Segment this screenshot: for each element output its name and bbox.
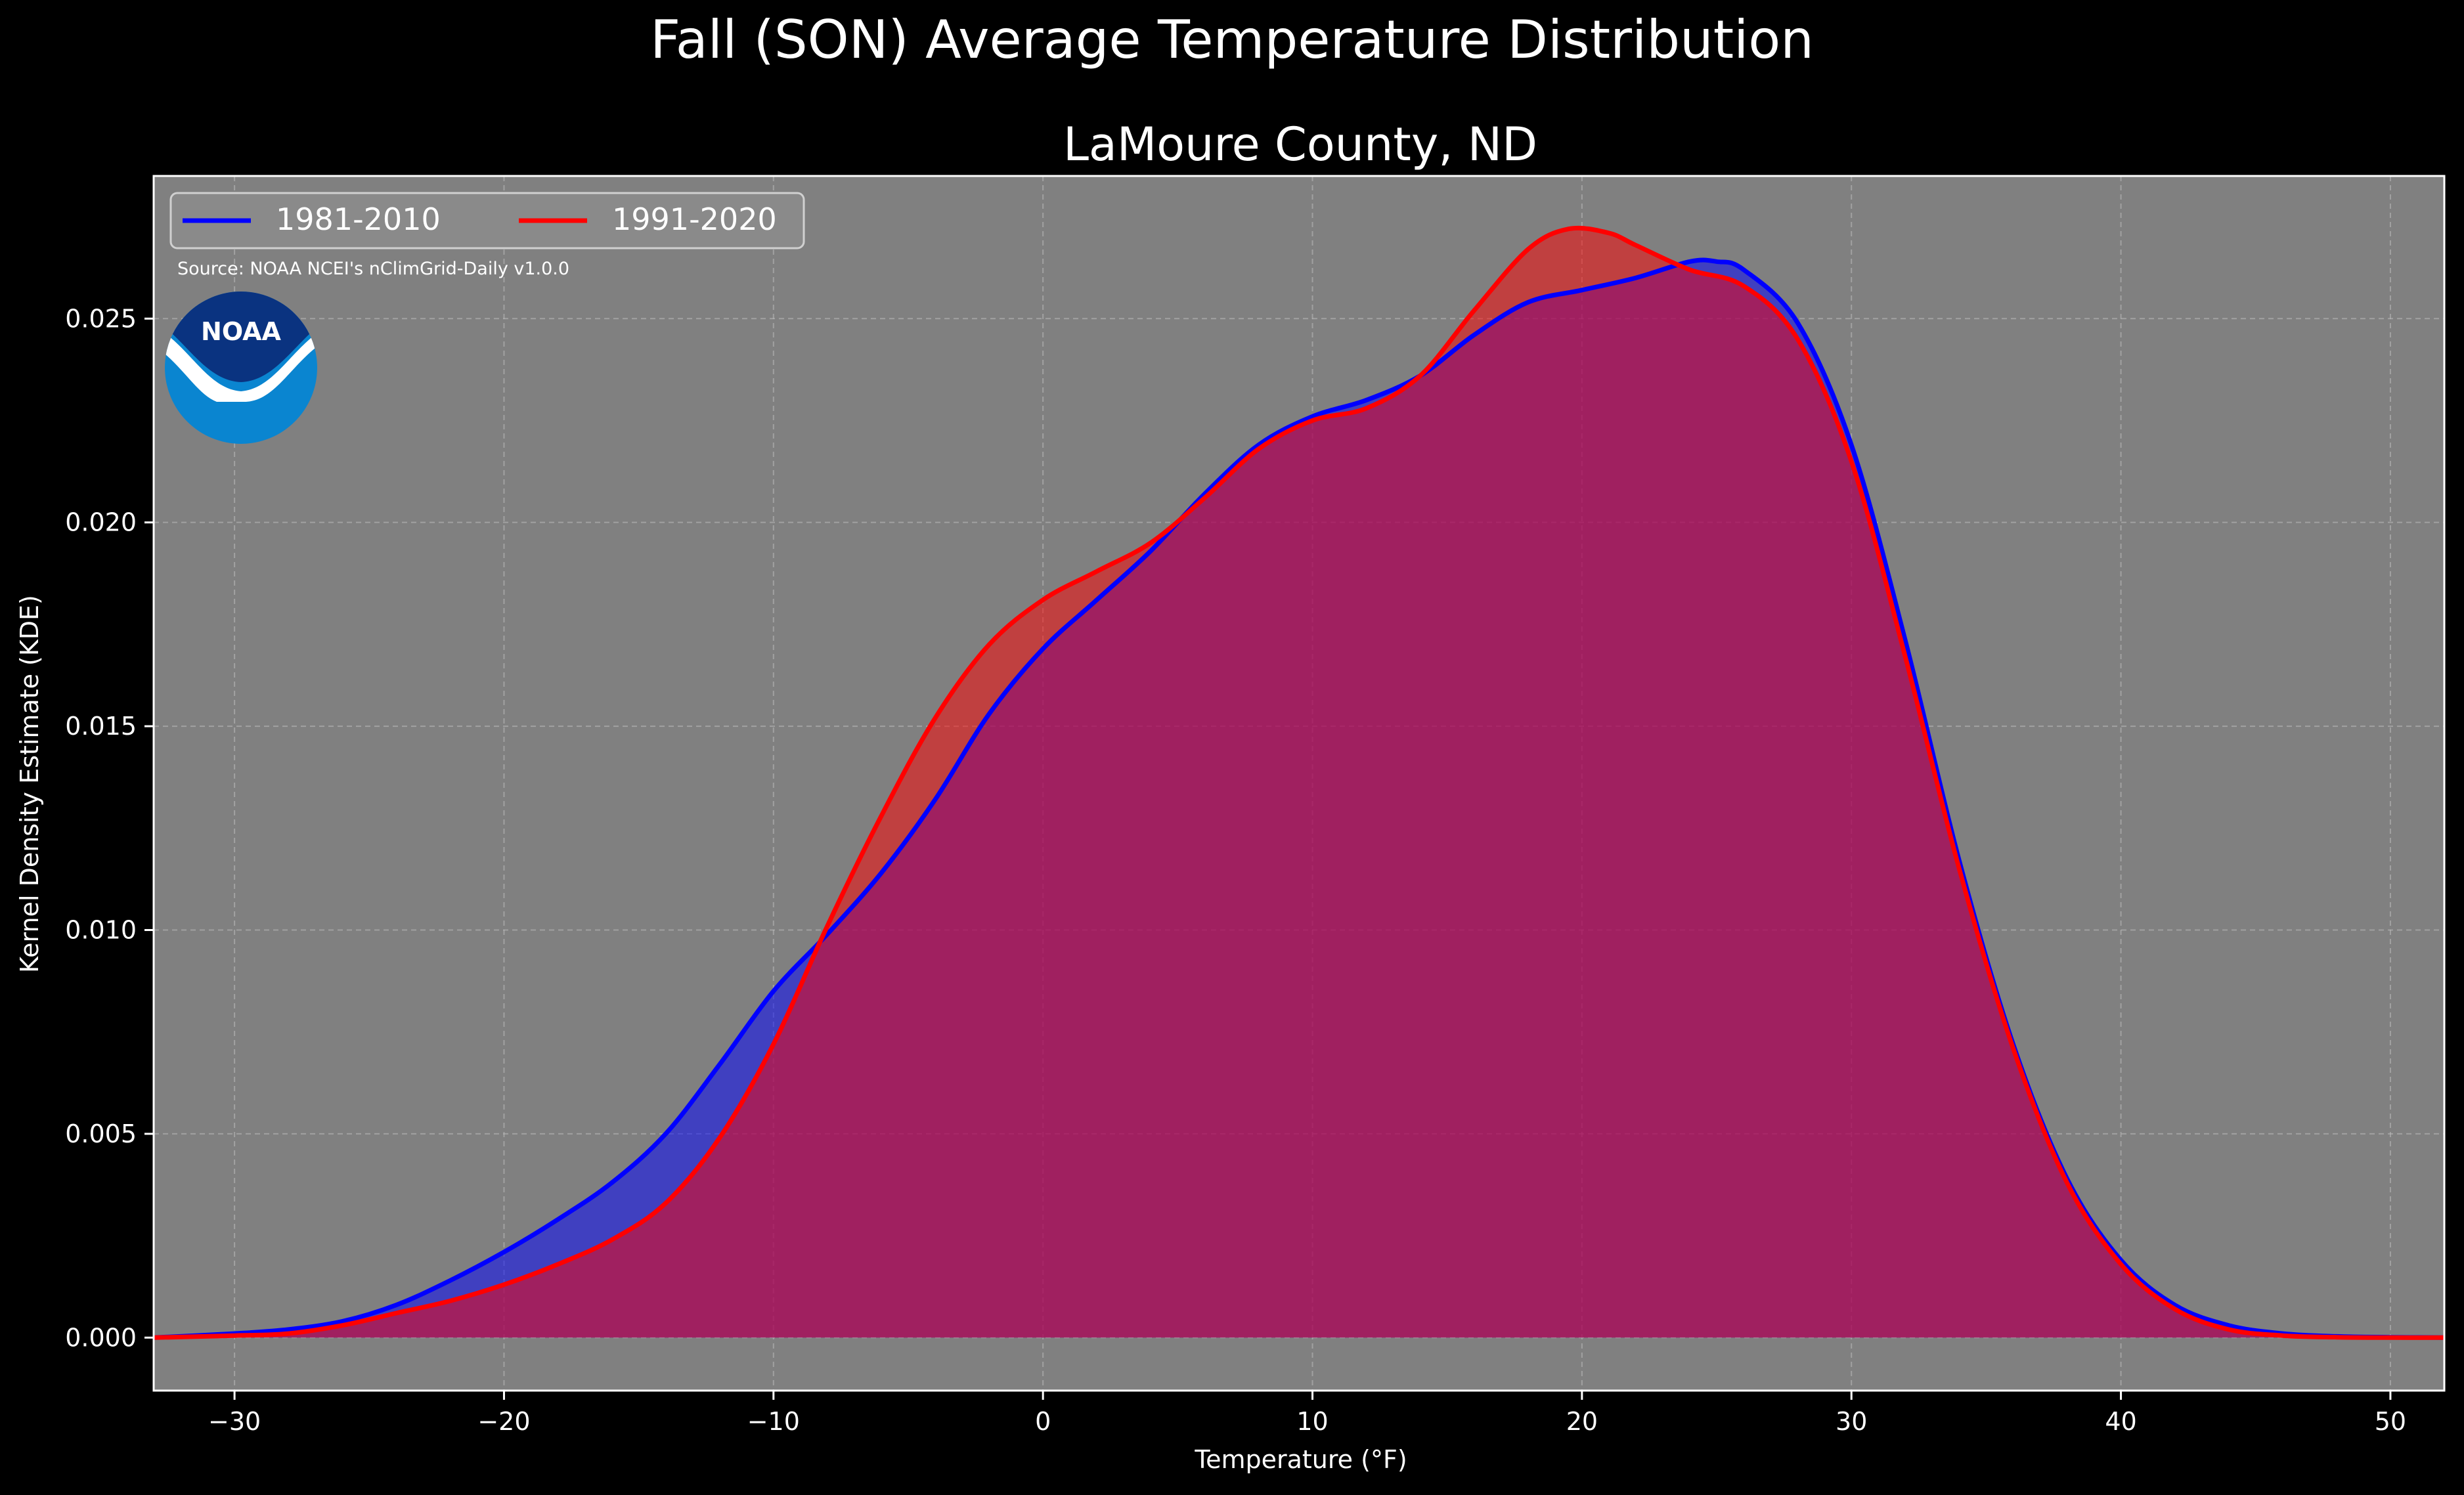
plot-frame <box>152 175 2446 1392</box>
chart-title: Fall (SON) Average Temperature Distribut… <box>650 9 1814 70</box>
y-tick-label: 0.000 <box>65 1323 137 1352</box>
x-tick-label: −30 <box>208 1407 261 1436</box>
legend-label-1981-2010: 1981-2010 <box>276 202 441 237</box>
x-tick-label: 0 <box>1035 1407 1051 1436</box>
x-tick-label: 40 <box>2105 1407 2136 1436</box>
x-tick-label: 10 <box>1296 1407 1328 1436</box>
axis-ticks: −30 −20 −10 0 10 20 30 40 50 0.000 0.005 0.010 0.015… <box>65 304 2406 1436</box>
y-axis-label: Kernel Density Estimate (KDE) <box>15 595 44 973</box>
legend-label-1991-2020: 1991-2020 <box>612 202 777 237</box>
source-note: Source: NOAA NCEI's nClimGrid-Daily v1.0… <box>177 259 569 279</box>
x-tick-label: 20 <box>1566 1407 1598 1436</box>
x-tick-label: −20 <box>477 1407 530 1436</box>
x-tick-label: −10 <box>747 1407 800 1436</box>
series-line-1991-2020 <box>153 225 2445 1340</box>
x-tick-label: 30 <box>1836 1407 1867 1436</box>
y-tick-label: 0.025 <box>65 304 137 333</box>
logo-lettering: NOAA <box>201 317 281 346</box>
legend-box <box>169 192 805 249</box>
noaa-logo: NOAA <box>165 292 317 444</box>
legend: 1981-2010 1991-2020 <box>169 192 805 249</box>
y-tick-label: 0.005 <box>65 1119 137 1148</box>
y-tick-label: 0.015 <box>65 712 137 741</box>
logo-top-band <box>165 292 317 382</box>
area-fill-1991-2020 <box>154 228 2444 1338</box>
series-layer <box>153 225 2445 1340</box>
x-tick-label: 50 <box>2375 1407 2406 1436</box>
y-tick-label: 0.010 <box>65 915 137 944</box>
x-axis-label: Temperature (°F) <box>1194 1445 1407 1474</box>
y-tick-label: 0.020 <box>65 508 137 537</box>
logo-gull-shape <box>165 328 317 402</box>
chart-subtitle: LaMoure County, ND <box>1063 118 1537 171</box>
